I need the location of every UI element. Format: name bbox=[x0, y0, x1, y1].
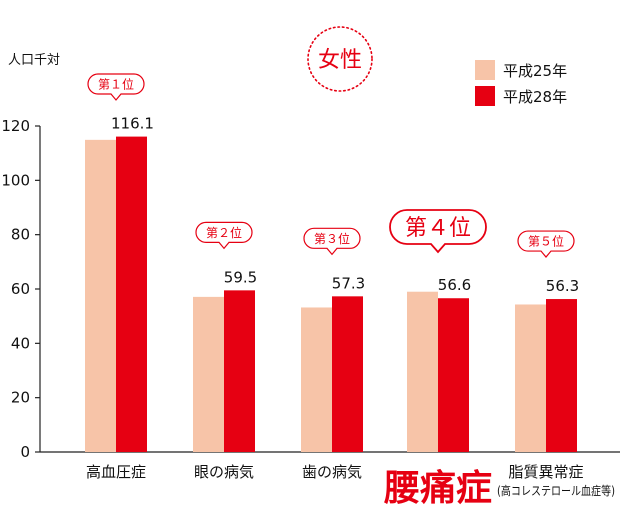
rank-callout: 第１位 bbox=[87, 73, 145, 101]
data-label: 116.1 bbox=[111, 115, 154, 133]
legend-swatch bbox=[475, 60, 495, 80]
bar-h25 bbox=[515, 304, 546, 452]
bars bbox=[85, 136, 577, 453]
rank-label: 第２位 bbox=[206, 225, 242, 240]
rank-callout-shape bbox=[195, 221, 253, 250]
rank-callout-shape bbox=[389, 209, 487, 254]
y-tick-label: 0 bbox=[20, 443, 30, 461]
y-axis-label: 人口千対 bbox=[8, 53, 60, 68]
y-tick-label: 120 bbox=[1, 117, 30, 135]
rank-label: 第３位 bbox=[314, 231, 350, 246]
category-label-highlight: 腰痛症 bbox=[383, 468, 492, 509]
rank-callout-shape bbox=[303, 227, 361, 256]
category-label: 歯の病気 bbox=[302, 463, 362, 481]
category-sublabel: (高コレステロール血症等) bbox=[497, 483, 615, 498]
y-tick-label: 60 bbox=[11, 280, 30, 298]
data-label: 56.6 bbox=[438, 276, 471, 294]
data-label: 57.3 bbox=[332, 274, 365, 292]
y-tick-label: 100 bbox=[1, 171, 30, 189]
bar-h28 bbox=[546, 299, 577, 452]
y-tick-label: 20 bbox=[11, 389, 30, 407]
category-label: 高血圧症 bbox=[86, 463, 146, 481]
rank-callout-shape bbox=[87, 73, 145, 101]
category-label: 脂質異常症 bbox=[508, 463, 583, 481]
rank-callout: 第５位 bbox=[517, 230, 575, 258]
rank-callout-shape bbox=[517, 230, 575, 258]
y-tick-label: 40 bbox=[11, 334, 30, 352]
rank-callout: 第３位 bbox=[303, 227, 361, 256]
chart-title: 女性 bbox=[318, 48, 362, 73]
bar-h25 bbox=[85, 139, 116, 453]
rank-label: 第１位 bbox=[98, 77, 134, 92]
title-badge-circle bbox=[307, 26, 373, 92]
rank-callout: 第２位 bbox=[195, 221, 253, 250]
legend-label: 平成25年 bbox=[503, 62, 567, 80]
axes: 0 20 40 60 80 100 120 人口千対 女性 bbox=[1, 26, 620, 461]
legend-label: 平成28年 bbox=[503, 88, 567, 106]
data-label: 59.5 bbox=[224, 268, 257, 286]
rank-callout: 第４位 bbox=[389, 209, 487, 254]
bar-h25 bbox=[407, 291, 438, 452]
legend-swatch bbox=[475, 86, 495, 106]
bar-h25 bbox=[193, 296, 224, 452]
rank-label: 第５位 bbox=[528, 234, 564, 249]
y-tick-label: 80 bbox=[11, 226, 30, 244]
data-label: 56.3 bbox=[546, 277, 579, 295]
rank-label: 第４位 bbox=[405, 216, 471, 241]
bar-h28 bbox=[438, 298, 469, 452]
bar-h28 bbox=[224, 290, 255, 452]
bar-h28 bbox=[332, 296, 363, 452]
bar-h25 bbox=[301, 307, 332, 452]
bar-h28 bbox=[116, 136, 147, 452]
category-label: 眼の病気 bbox=[194, 463, 254, 481]
